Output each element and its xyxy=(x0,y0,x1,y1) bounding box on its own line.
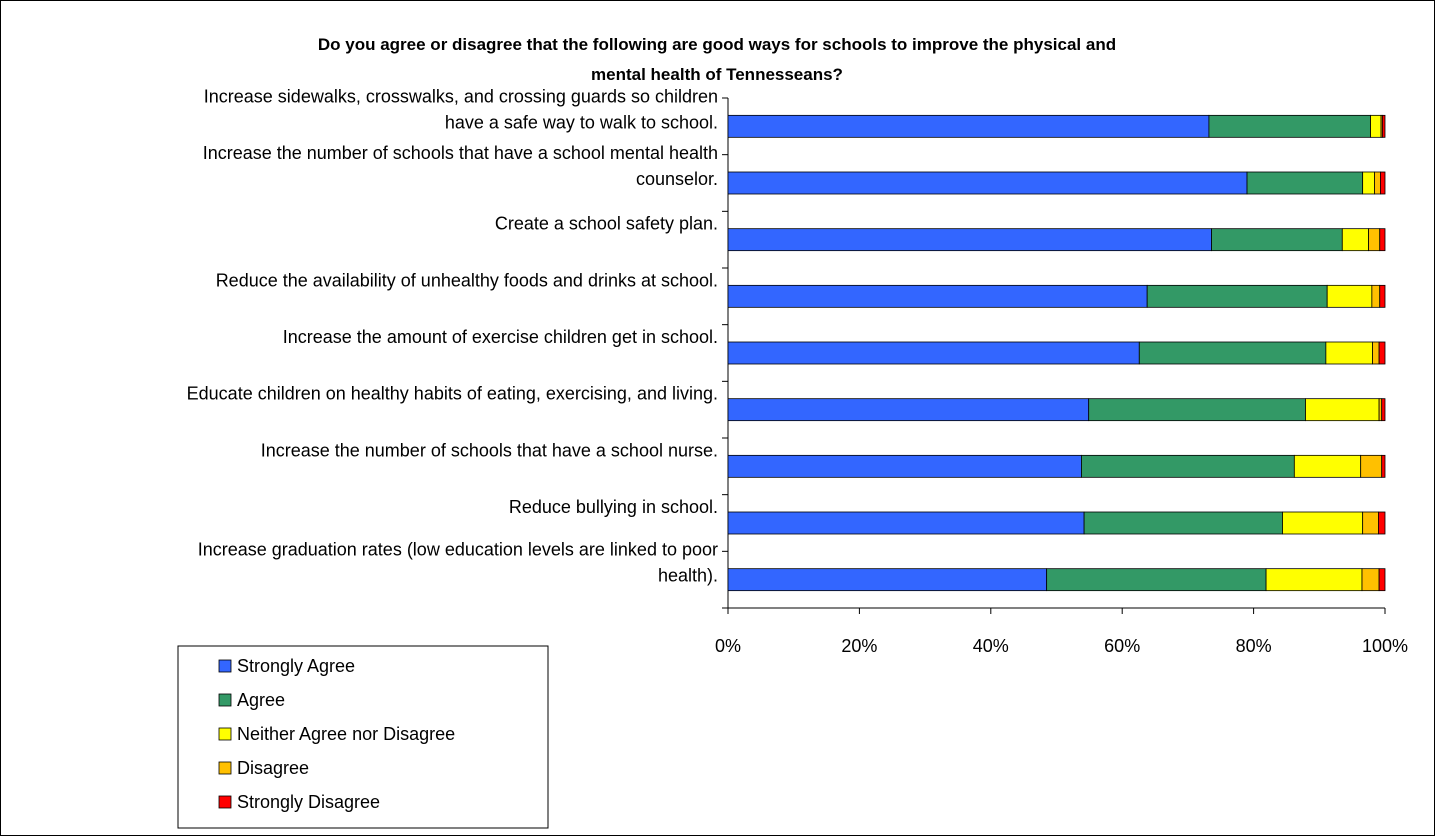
bar-segment xyxy=(727,284,1148,308)
x-tick-label: 60% xyxy=(1104,636,1140,656)
bar-segment xyxy=(1381,398,1386,422)
chart-title-line: mental health of Tennesseans? xyxy=(591,65,843,84)
legend-swatch xyxy=(218,795,232,809)
legend-swatch xyxy=(218,693,232,707)
category-label: Create a school safety plan. xyxy=(495,214,718,234)
legend-label: Strongly Agree xyxy=(237,656,355,676)
bar-segment xyxy=(1378,511,1386,535)
x-tick-label: 0% xyxy=(715,636,741,656)
bar-segment xyxy=(727,511,1085,535)
bar-segment xyxy=(1046,568,1267,592)
bar-segment xyxy=(1380,171,1386,195)
bar-segment xyxy=(1378,341,1386,365)
bar-segment xyxy=(1360,454,1383,478)
bar-segment xyxy=(1341,228,1369,252)
x-tick-label: 20% xyxy=(841,636,877,656)
legend-label: Neither Agree nor Disagree xyxy=(237,724,455,744)
x-tick-label: 40% xyxy=(973,636,1009,656)
legend-swatch xyxy=(218,761,232,775)
x-tick-label: 80% xyxy=(1236,636,1272,656)
bar-segment xyxy=(727,341,1140,365)
bar-segment xyxy=(1362,511,1379,535)
bar-segment xyxy=(1081,454,1295,478)
category-label: health). xyxy=(658,566,718,586)
legend-label: Agree xyxy=(237,690,285,710)
bar-segment xyxy=(727,114,1210,138)
bar-segment xyxy=(1305,398,1380,422)
bar-segment xyxy=(727,398,1090,422)
legend-swatch xyxy=(218,727,232,741)
bar-segment xyxy=(1246,171,1364,195)
bar-segment xyxy=(1379,228,1386,252)
legend-box xyxy=(177,645,549,829)
bar-segment xyxy=(1265,568,1363,592)
bar-segment xyxy=(1370,114,1382,138)
bar-segment xyxy=(1293,454,1362,478)
bar-segment xyxy=(1325,341,1373,365)
bar-segment xyxy=(1282,511,1364,535)
bar-segment xyxy=(1381,454,1386,478)
bar-segment xyxy=(1146,284,1328,308)
bar-segment xyxy=(1371,284,1381,308)
bar-segment xyxy=(1083,511,1283,535)
bar-segment xyxy=(727,228,1212,252)
category-label: Increase the number of schools that have… xyxy=(203,143,718,163)
bar-segment xyxy=(1379,284,1386,308)
bar-segment xyxy=(1088,398,1306,422)
bar-segment xyxy=(1362,171,1375,195)
legend-label: Disagree xyxy=(237,758,309,778)
bar-segment xyxy=(727,454,1082,478)
category-label: Increase the number of schools that have… xyxy=(261,440,718,460)
category-label: Increase sidewalks, crosswalks, and cros… xyxy=(204,86,718,106)
category-label: Reduce bullying in school. xyxy=(509,497,718,517)
category-label: Reduce the availability of unhealthy foo… xyxy=(216,270,718,290)
category-label: Educate children on healthy habits of ea… xyxy=(187,384,718,404)
bar-segment xyxy=(1208,114,1371,138)
bar-segment xyxy=(1361,568,1380,592)
bar-segment xyxy=(1372,341,1380,365)
bar-segment xyxy=(1381,114,1386,138)
category-label: Increase graduation rates (low education… xyxy=(198,540,718,560)
bar-segment xyxy=(1211,228,1343,252)
category-label: counselor. xyxy=(636,169,718,189)
category-label: Increase the amount of exercise children… xyxy=(283,327,718,347)
legend-label: Strongly Disagree xyxy=(237,792,380,812)
legend-swatch xyxy=(218,659,232,673)
bar-segment xyxy=(1378,568,1386,592)
category-label: have a safe way to walk to school. xyxy=(445,112,718,132)
chart-title-line: Do you agree or disagree that the follow… xyxy=(318,35,1116,54)
bar-segment xyxy=(727,171,1248,195)
bar-segment xyxy=(1374,171,1381,195)
bar-segment xyxy=(1326,284,1373,308)
x-tick-label: 100% xyxy=(1362,636,1408,656)
bar-segment xyxy=(1368,228,1381,252)
bar-segment xyxy=(727,568,1048,592)
bar-segment xyxy=(1138,341,1327,365)
